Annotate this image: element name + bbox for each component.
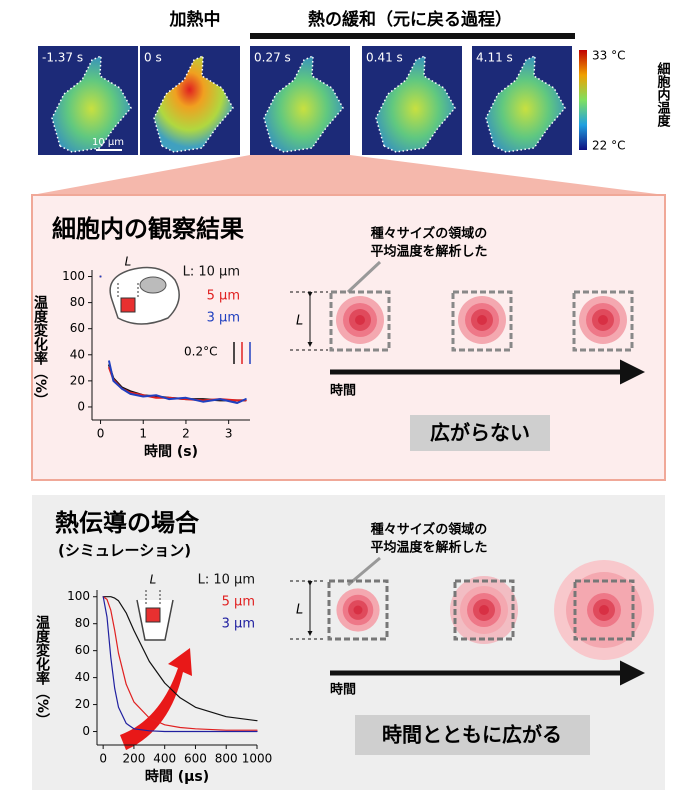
region-diagram <box>290 290 645 385</box>
time-label: 0 s <box>144 51 162 65</box>
note-line: 種々サイズの領域の <box>371 522 488 538</box>
y-tick-label: 0 <box>82 724 90 738</box>
result-box <box>355 715 590 755</box>
series-line <box>99 275 247 404</box>
legend-entry: 5 μm <box>222 595 255 610</box>
series-line <box>102 596 258 733</box>
size-label: L <box>296 603 303 618</box>
panel-subtitle: (シミュレーション) <box>58 542 191 560</box>
cup-icon <box>136 590 174 641</box>
y-tick-label: 100 <box>62 269 85 283</box>
time-label: 時間 <box>330 383 356 399</box>
legend-entry: 5 μm <box>207 289 240 304</box>
x-tick-label: 600 <box>184 752 207 766</box>
colorbar-label: 細胞内温度 <box>655 61 672 128</box>
panel-title: 熱伝導の場合 <box>55 509 200 537</box>
legend-entry: L: 10 μm <box>183 265 240 280</box>
note-line: 平均温度を解析した <box>370 540 487 556</box>
y-tick-label: 20 <box>75 697 90 711</box>
note-pointer <box>346 260 382 294</box>
note-line: 種々サイズの領域の <box>371 226 488 242</box>
x-tick-label: 800 <box>215 752 238 766</box>
legend-entry: L: 10 μm <box>198 573 255 588</box>
x-tick-label: 400 <box>153 752 176 766</box>
x-tick-label: 0 <box>97 427 105 441</box>
y-axis-label: 温度変化率（%） <box>32 295 49 407</box>
series-line <box>102 596 258 722</box>
colorbar <box>579 50 587 150</box>
scale-annotation: 0.2°C <box>184 345 217 359</box>
y-tick-label: 40 <box>75 670 90 684</box>
x-axis-label: 時間 (s) <box>144 443 198 460</box>
thermal-image: -1.37 s 10 μm <box>38 46 138 155</box>
thermal-image: 0.27 s <box>250 46 350 155</box>
y-tick-label: 60 <box>70 321 85 335</box>
x-tick-label: 1000 <box>242 752 273 766</box>
thermal-image: 4.11 s <box>472 46 572 155</box>
x-axis-label: 時間 (μs) <box>145 768 209 785</box>
trend-arrow <box>120 648 192 750</box>
result-box <box>410 415 550 451</box>
series-line <box>102 596 258 731</box>
heating-label: 加熱中 <box>169 9 221 30</box>
x-tick-label: 3 <box>225 427 233 441</box>
y-tick-label: 0 <box>77 399 85 413</box>
y-tick-label: 80 <box>75 616 90 630</box>
x-tick-label: 2 <box>182 427 190 441</box>
time-label: 4.11 s <box>476 51 513 65</box>
result-text: 広がらない <box>430 421 530 445</box>
note-pointer <box>347 556 381 587</box>
inset-label: L <box>125 255 132 269</box>
relaxation-bar <box>250 33 575 39</box>
thermal-image: 0 s <box>140 46 240 155</box>
time-label: 0.41 s <box>366 51 403 65</box>
x-tick-label: 200 <box>122 752 145 766</box>
time-label: 0.27 s <box>254 51 291 65</box>
x-tick-label: 1 <box>139 427 147 441</box>
y-tick-label: 20 <box>70 373 85 387</box>
zoom-wedge <box>32 155 665 195</box>
thermal-image: 0.41 s <box>362 46 462 155</box>
x-tick-label: 0 <box>99 752 107 766</box>
time-label: 時間 <box>330 682 356 698</box>
time-label: -1.37 s <box>42 51 83 65</box>
region-diagram <box>290 560 654 686</box>
result-text: 時間とともに広がる <box>382 723 562 747</box>
colorbar-min: 22 °C <box>592 139 625 153</box>
note-line: 平均温度を解析した <box>370 244 487 260</box>
legend-entry: 3 μm <box>207 311 240 326</box>
y-tick-label: 80 <box>70 295 85 309</box>
cell-icon <box>109 266 180 325</box>
colorbar-max: 33 °C <box>592 49 625 63</box>
relaxation-label: 熱の緩和（元に戻る過程） <box>308 9 512 30</box>
y-tick-label: 100 <box>67 589 90 603</box>
y-tick-label: 40 <box>70 347 85 361</box>
panel-title: 細胞内の観察結果 <box>52 215 244 243</box>
y-tick-label: 60 <box>75 643 90 657</box>
image-row: -1.37 s 10 μm 0 s 0.27 s 0.41 s 4.11 s <box>38 46 572 155</box>
size-label: L <box>296 314 303 329</box>
y-axis-label: 温度変化率（%） <box>34 615 51 727</box>
scale-bar-label: 10 μm <box>92 137 124 148</box>
inset-label: L <box>150 573 157 587</box>
legend-entry: 3 μm <box>222 617 255 632</box>
